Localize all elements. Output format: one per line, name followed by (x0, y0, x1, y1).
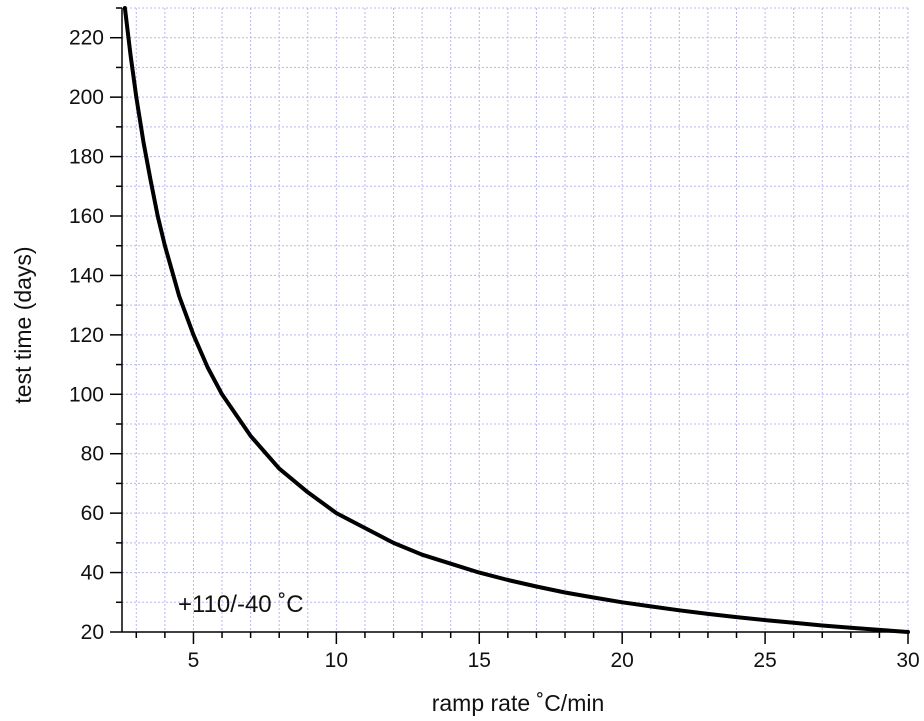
y-tick-label: 60 (81, 502, 104, 525)
annotation-label: +110/-40 ˚C (178, 591, 304, 618)
series-group (122, 6, 910, 634)
x-tick-label: 15 (468, 649, 491, 672)
x-tick-label: 5 (188, 649, 200, 672)
x-tick-label: 25 (753, 649, 776, 672)
y-axis-title: test time (days) (10, 246, 36, 403)
axes (121, 8, 908, 633)
y-axis-ticks: 20 40 60 80 100 120 140 160 180 200 220 (69, 7, 122, 644)
y-tick-label: 160 (69, 205, 104, 228)
y-tick-label: 20 (81, 621, 104, 644)
y-tick-label: 220 (69, 27, 104, 50)
y-tick-label: 180 (69, 146, 104, 169)
series-line (122, 6, 910, 634)
x-tick-label: 20 (611, 649, 634, 672)
x-tick-label: 30 (896, 649, 919, 672)
x-axis-ticks: 5 10 15 20 25 30 (135, 632, 920, 672)
y-tick-label: 100 (69, 383, 104, 406)
y-tick-label: 80 (81, 443, 104, 466)
grid-lines (122, 7, 909, 632)
y-tick-label: 200 (69, 86, 104, 109)
x-axis-title: ramp rate ˚C/min (432, 690, 605, 716)
x-tick-label: 10 (325, 649, 348, 672)
y-tick-label: 120 (69, 324, 104, 347)
y-tick-label: 140 (69, 264, 104, 287)
y-tick-label: 40 (81, 562, 104, 585)
